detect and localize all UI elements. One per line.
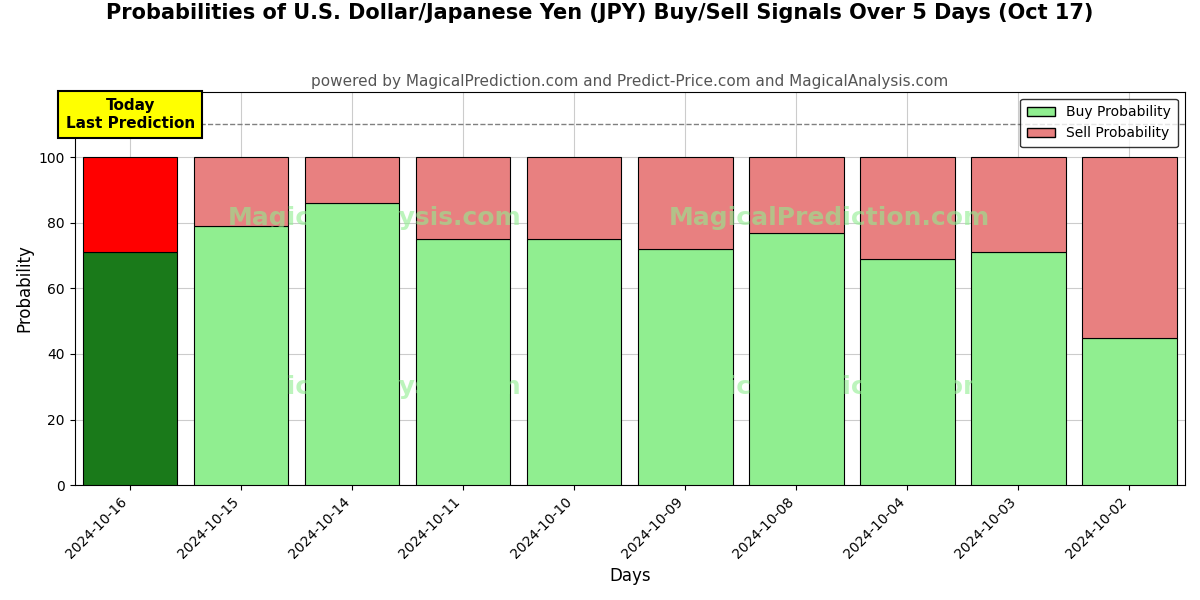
Bar — [638, 249, 732, 485]
Bar — [527, 157, 622, 239]
Bar — [971, 157, 1066, 252]
Bar — [860, 157, 955, 259]
Bar — [971, 252, 1066, 485]
Bar — [527, 239, 622, 485]
Title: powered by MagicalPrediction.com and Predict-Price.com and MagicalAnalysis.com: powered by MagicalPrediction.com and Pre… — [311, 74, 948, 89]
Y-axis label: Probability: Probability — [16, 244, 34, 332]
Text: MagicalPrediction.com: MagicalPrediction.com — [670, 375, 990, 399]
Bar — [416, 157, 510, 239]
Legend: Buy Probability, Sell Probability: Buy Probability, Sell Probability — [1020, 98, 1178, 148]
Bar — [83, 157, 178, 252]
Bar — [305, 157, 400, 203]
Bar — [194, 226, 288, 485]
Text: MagicalAnalysis.com: MagicalAnalysis.com — [228, 375, 521, 399]
Bar — [1082, 338, 1177, 485]
X-axis label: Days: Days — [610, 567, 650, 585]
Bar — [416, 239, 510, 485]
Text: MagicalAnalysis.com: MagicalAnalysis.com — [228, 206, 521, 230]
Bar — [860, 259, 955, 485]
Bar — [194, 157, 288, 226]
Bar — [83, 252, 178, 485]
Bar — [1082, 157, 1177, 338]
Text: MagicalPrediction.com: MagicalPrediction.com — [670, 206, 990, 230]
Bar — [638, 157, 732, 249]
Text: Probabilities of U.S. Dollar/Japanese Yen (JPY) Buy/Sell Signals Over 5 Days (Oc: Probabilities of U.S. Dollar/Japanese Ye… — [107, 3, 1093, 23]
Bar — [749, 233, 844, 485]
Text: Today
Last Prediction: Today Last Prediction — [66, 98, 194, 131]
Bar — [749, 157, 844, 233]
Bar — [305, 203, 400, 485]
